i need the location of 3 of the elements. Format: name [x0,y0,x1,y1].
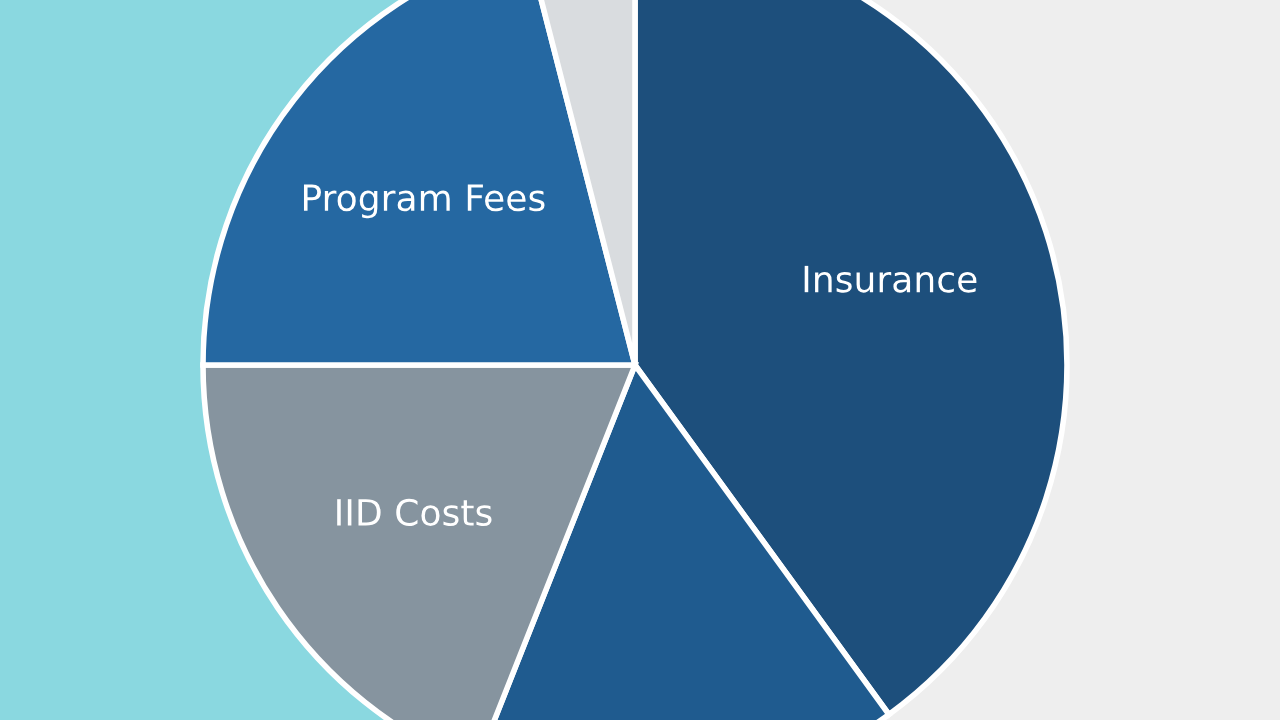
slice-label: Program Fees [303,184,545,219]
slice-label: IID Costs [337,498,492,527]
slice-label: Insurance [804,265,977,293]
